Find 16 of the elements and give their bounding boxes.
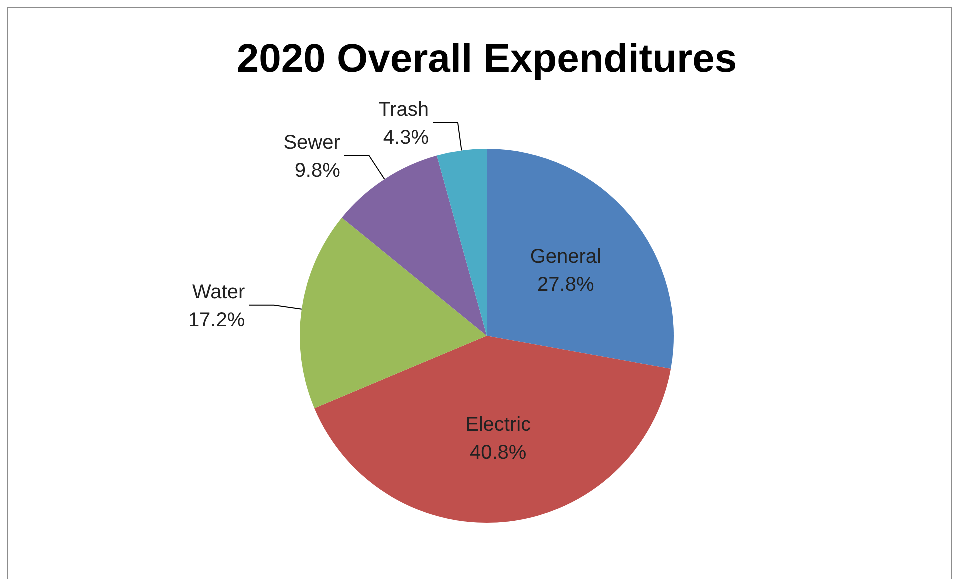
slice-label: Water xyxy=(192,281,246,304)
pie-slice xyxy=(300,218,487,408)
chart-title: 2020 Overall Expenditures xyxy=(236,37,738,81)
data-label: 27.8% xyxy=(538,274,594,296)
pie-slice xyxy=(437,149,487,336)
pie-slice xyxy=(342,156,487,336)
pie-slice xyxy=(487,149,674,370)
data-label: 40.8% xyxy=(470,442,527,464)
data-label: 9.8% xyxy=(294,160,341,182)
slice-label: Trash xyxy=(378,98,430,121)
data-label: 4.3% xyxy=(383,126,430,149)
slice-label: Sewer xyxy=(284,132,341,154)
slice-label: General xyxy=(530,246,602,268)
slice-label: Electric xyxy=(466,414,532,436)
data-label: 17.2% xyxy=(188,309,246,332)
pie-slice xyxy=(314,336,672,523)
